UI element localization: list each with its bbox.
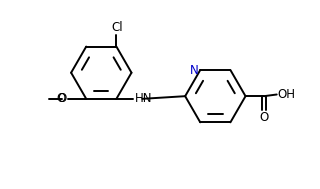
- Text: OH: OH: [277, 88, 295, 101]
- Text: N: N: [190, 64, 199, 77]
- Text: methoxy: methoxy: [41, 98, 47, 99]
- Text: O: O: [259, 111, 268, 124]
- Text: HN: HN: [135, 92, 152, 105]
- Text: O: O: [57, 92, 67, 105]
- Text: O: O: [57, 92, 66, 105]
- Text: Cl: Cl: [111, 21, 123, 34]
